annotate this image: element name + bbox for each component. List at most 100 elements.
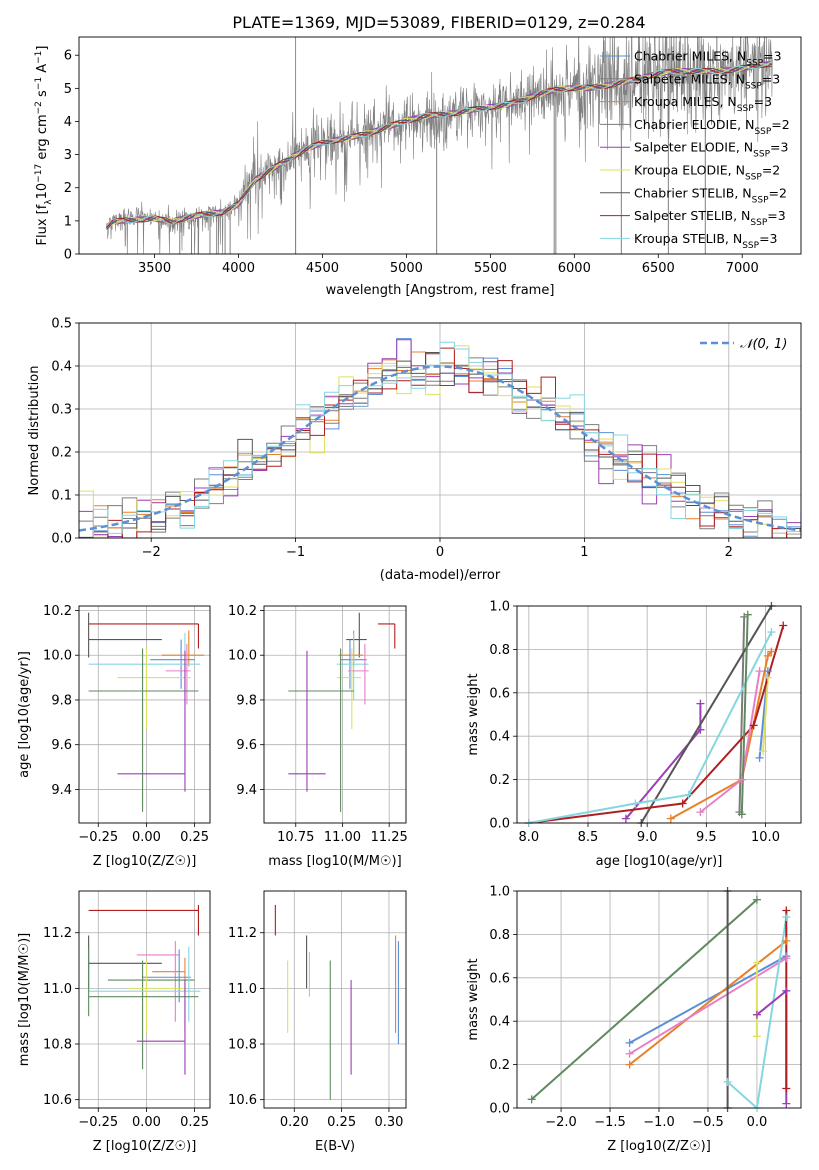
legend-label: Chabrier STELIB, NSSP=2 (634, 185, 787, 205)
y-tick-label: 0 (64, 248, 72, 263)
x-tick-label: 0.00 (132, 830, 161, 845)
plus-marker (752, 1032, 761, 1041)
plus-marker (779, 621, 788, 630)
x-axis-label: Z [log10(Z/Z☉)] (93, 854, 197, 869)
y-tick-label: 10.6 (43, 1093, 72, 1108)
x-tick-label: 4500 (306, 261, 339, 276)
plus-marker (782, 906, 791, 915)
plus-marker (767, 628, 776, 637)
y-tick-label: 9.4 (236, 783, 257, 798)
y-tick-label: 0.1 (51, 489, 72, 504)
x-tick-label: 0.20 (280, 1115, 309, 1130)
y-tick-label: 9.8 (236, 693, 257, 708)
label-part: Salpeter ELODIE, N (634, 140, 753, 155)
y-tick-label: 9.8 (51, 693, 72, 708)
line-chabrier-stelib (640, 606, 773, 823)
legend-label: Chabrier MILES, NSSP=3 (634, 49, 782, 69)
x-tick-label: 10.0 (751, 830, 780, 845)
x-tick-label: 0.25 (180, 830, 209, 845)
label-part: =3 (762, 71, 780, 86)
line-salpeter-elodie (625, 703, 702, 820)
gridlines (79, 891, 210, 1108)
y-tick-label: 0.2 (489, 1058, 510, 1073)
x-tick-label: −2.0 (545, 1115, 577, 1130)
label-part: =2 (771, 117, 789, 132)
y-tick-label: 11.0 (228, 982, 257, 997)
y-tick-label: 0.0 (489, 1102, 510, 1117)
plus-marker (752, 1010, 761, 1019)
y-tick-label: 3 (64, 148, 72, 163)
plus-marker (625, 1038, 634, 1047)
y-tick-label: 0.0 (489, 817, 510, 832)
plus-marker (737, 775, 746, 784)
plus-marker (763, 651, 772, 660)
label-part: =2 (762, 163, 780, 178)
panel-mass-vs-Z: −0.25 0.00 0.25 10.6 10.8 11.0 11.2 Z [log10(Z/… (17, 890, 211, 1154)
x-tick-label: 5000 (390, 261, 423, 276)
label-part: Kroupa ELODIE, N (634, 163, 745, 178)
line-green (531, 898, 758, 1101)
x-tick-label: 11.25 (371, 830, 408, 845)
y-tick-label: 11.2 (43, 926, 72, 941)
y-tick-label: 10.2 (43, 604, 72, 619)
panels: 3500 4000 4500 5000 5500 6000 6500 7000 0 1 2 3 4 5 6 w… (17, 36, 802, 1154)
gridlines (264, 606, 406, 823)
plus-marker (625, 1049, 634, 1058)
y-tick-label: 0.6 (489, 971, 510, 986)
x-tick-label: −0.25 (78, 1115, 118, 1130)
label-part: =3 (770, 140, 788, 155)
axes-frame (263, 890, 407, 1109)
label-part: Chabrier MILES, N (634, 49, 746, 64)
label-part: SSP (745, 173, 762, 183)
y-tick-label: 10.6 (228, 1093, 257, 1108)
x-tick-label: 5500 (474, 261, 507, 276)
axes-frame (263, 605, 407, 824)
figure-title: PLATE=1369, MJD=53089, FIBERID=0129, z=0… (232, 13, 645, 32)
line-kroupa-elodie (762, 677, 769, 752)
plus-marker (625, 1060, 634, 1069)
plus-marker (763, 673, 772, 682)
label-part: =3 (767, 208, 785, 223)
label-part: λ (44, 199, 54, 205)
y-tick-label: 5 (64, 82, 72, 97)
plus-marker (782, 936, 791, 945)
legend-label: Kroupa ELODIE, NSSP=2 (634, 163, 780, 183)
axes-frame (516, 605, 802, 824)
x-tick-label: −0.5 (692, 1115, 724, 1130)
ticks: −0.25 0.00 0.25 9.4 9.6 9.8 10.0 10.2 (43, 604, 209, 845)
label-part: erg cm (35, 114, 50, 163)
x-tick-label: 8.5 (578, 830, 599, 845)
y-axis-label: Normed distribution (27, 366, 42, 496)
plus-marker (752, 895, 761, 904)
y-tick-label: 10.2 (228, 604, 257, 619)
x-tick-label: −1 (286, 545, 305, 560)
label-part: SSP (752, 195, 769, 205)
plus-marker (678, 799, 687, 808)
plus-marker (737, 810, 746, 819)
panel-mass-weight-vs-Z: −2.0 −1.5 −1.0 −0.5 0.0 0.0 0.2 0.4 0.6 0.8 1.0 Z [… (466, 885, 802, 1154)
label-part: SSP (753, 150, 770, 160)
y-tick-label: 0.8 (489, 643, 510, 658)
x-tick-label: 6000 (558, 261, 591, 276)
panel-mass-weight-vs-age: 8.0 8.5 9.0 9.5 10.0 0.0 0.2 0.4 0.6 0.8 1.0 age [l… (466, 600, 802, 869)
x-tick-label: 0.0 (747, 1115, 768, 1130)
plus-marker (696, 808, 705, 817)
x-tick-label: 2 (725, 545, 733, 560)
line-kroupa-miles (670, 650, 773, 820)
y-tick-label: 0.3 (51, 403, 72, 418)
ticks: −2 −1 0 1 2 0.0 0.1 0.2 0.3 0.4 0.5 (51, 317, 733, 561)
label-part: =3 (754, 94, 772, 109)
y-tick-label: 11.0 (43, 982, 72, 997)
label-part: −2 (34, 101, 44, 114)
plot-area (528, 606, 785, 823)
x-tick-label: 0.25 (180, 1115, 209, 1130)
x-axis-label: (data-model)/error (380, 568, 501, 583)
panel-residual-histogram: −2 −1 0 1 2 0.0 0.1 0.2 0.3 0.4 0.5 (data-model)/er… (27, 317, 802, 583)
y-tick-label: 2 (64, 181, 72, 196)
x-tick-label: 3500 (138, 261, 171, 276)
x-tick-label: 4000 (222, 261, 255, 276)
legend-label: 𝒩(0, 1) (740, 337, 787, 352)
legend-label: Salpeter ELODIE, NSSP=3 (634, 140, 788, 160)
plus-marker (666, 814, 675, 823)
